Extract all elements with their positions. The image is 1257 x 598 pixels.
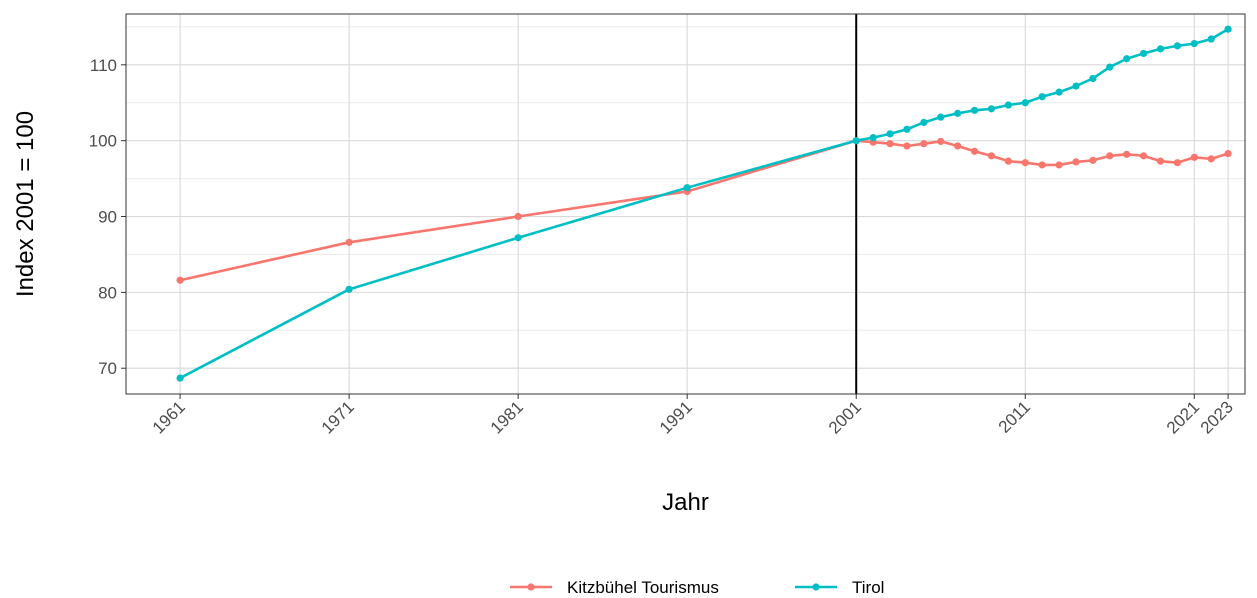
- data-point: [1173, 42, 1181, 50]
- data-point: [1021, 159, 1029, 167]
- data-point: [514, 212, 522, 221]
- data-point: [970, 147, 979, 155]
- data-point: [1055, 88, 1063, 96]
- data-point: [176, 374, 184, 382]
- x-tick-label: 2021: [1163, 397, 1203, 437]
- y-tick-label: 70: [98, 359, 117, 378]
- data-point: [937, 113, 945, 121]
- data-point: [903, 142, 911, 150]
- legend-label: Kitzbühel Tourismus: [567, 578, 719, 597]
- data-point: [1089, 156, 1097, 164]
- legend-key-point: [812, 583, 820, 591]
- data-point: [683, 184, 691, 192]
- data-point: [1021, 99, 1029, 107]
- data-point: [1123, 55, 1131, 63]
- x-tick-label: 1971: [318, 397, 358, 437]
- data-point: [1038, 93, 1046, 101]
- legend-label: Tirol: [852, 578, 884, 597]
- series-layer: [176, 25, 1232, 382]
- y-tick-label: 80: [98, 283, 117, 302]
- legend: Kitzbühel Tourismus Tirol: [510, 578, 884, 597]
- gridlines: [126, 14, 1245, 394]
- data-point: [954, 142, 962, 150]
- x-tick-label: 2023: [1197, 397, 1237, 437]
- legend-item: Tirol: [795, 578, 884, 597]
- y-tick-label: 90: [98, 208, 117, 227]
- data-point: [886, 140, 894, 148]
- data-point: [1072, 158, 1080, 166]
- data-point: [1004, 157, 1012, 165]
- series-kitzbuehel-tourismus: [176, 137, 1232, 284]
- axes: 70 80 90 100 110 1961 1971 1981 1991 2001 2011 2021…: [89, 56, 1237, 438]
- data-point: [987, 105, 996, 113]
- data-point: [1123, 150, 1131, 158]
- data-point: [1207, 35, 1215, 43]
- data-point: [1055, 161, 1063, 169]
- plot-panel-border: [125, 13, 1246, 395]
- x-tick-label: 2001: [825, 397, 865, 437]
- data-point: [1139, 152, 1148, 160]
- series-line: [179, 139, 1229, 282]
- data-point: [345, 238, 353, 246]
- y-axis-title: Index 2001 = 100: [12, 111, 39, 297]
- y-tick-label: 110: [90, 56, 117, 75]
- data-point: [1190, 153, 1198, 161]
- data-point: [176, 276, 184, 284]
- series-tirol: [176, 25, 1232, 382]
- data-point: [1139, 49, 1148, 58]
- legend-item: Kitzbühel Tourismus: [510, 578, 719, 597]
- data-point: [954, 109, 962, 117]
- data-point: [1224, 149, 1232, 158]
- data-point: [987, 152, 996, 160]
- data-point: [1038, 161, 1046, 169]
- x-tick-label: 1991: [656, 397, 696, 437]
- data-point: [1156, 45, 1165, 53]
- data-point: [920, 140, 928, 148]
- data-point: [903, 125, 911, 133]
- data-point: [514, 234, 522, 242]
- data-point: [1106, 63, 1114, 71]
- data-point: [937, 137, 945, 146]
- x-tick-label: 2011: [995, 397, 1034, 436]
- data-point: [1072, 82, 1080, 90]
- data-point: [1224, 25, 1232, 33]
- data-point: [970, 106, 979, 114]
- data-point: [869, 134, 877, 142]
- series-line: [179, 28, 1229, 380]
- legend-key-point: [527, 583, 535, 591]
- data-point: [1004, 101, 1012, 109]
- y-tick-label: 100: [89, 132, 117, 151]
- data-point: [1156, 157, 1165, 165]
- data-point: [920, 118, 928, 127]
- data-point: [1173, 159, 1181, 167]
- data-point: [1106, 152, 1114, 160]
- x-tick-label: 1961: [149, 397, 189, 437]
- x-axis-title: Jahr: [662, 489, 709, 516]
- x-tick-label: 1981: [487, 397, 527, 437]
- data-point: [345, 285, 353, 293]
- data-point: [852, 137, 860, 145]
- data-point: [1089, 74, 1097, 83]
- data-point: [886, 130, 894, 138]
- data-point: [1207, 155, 1215, 163]
- data-point: [1190, 39, 1198, 48]
